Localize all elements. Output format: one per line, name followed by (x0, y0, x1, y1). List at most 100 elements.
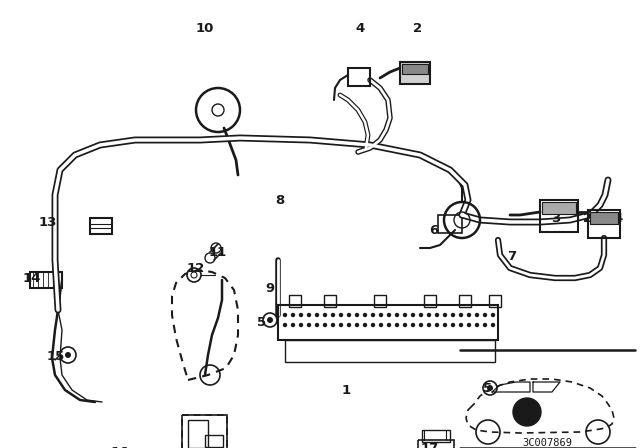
Circle shape (460, 314, 463, 316)
Circle shape (396, 314, 399, 316)
Circle shape (492, 323, 495, 327)
Circle shape (451, 323, 454, 327)
Circle shape (428, 323, 431, 327)
Circle shape (492, 314, 495, 316)
Circle shape (435, 314, 438, 316)
Text: 5: 5 (483, 382, 493, 395)
Bar (590, 212, 618, 224)
Bar (348, 68, 370, 86)
Circle shape (371, 323, 374, 327)
Circle shape (355, 314, 358, 316)
Circle shape (291, 323, 294, 327)
Circle shape (300, 323, 303, 327)
Circle shape (348, 323, 351, 327)
Bar (418, 440, 454, 448)
Circle shape (380, 323, 383, 327)
Circle shape (403, 323, 406, 327)
Bar (90, 218, 112, 234)
Circle shape (371, 314, 374, 316)
Circle shape (307, 314, 310, 316)
Text: 10: 10 (196, 22, 214, 34)
Circle shape (267, 317, 273, 323)
Text: 4: 4 (613, 211, 623, 224)
Text: 11: 11 (209, 246, 227, 258)
Bar (188, 420, 208, 448)
Text: 17: 17 (421, 441, 439, 448)
Circle shape (428, 314, 431, 316)
Circle shape (332, 323, 335, 327)
Circle shape (403, 314, 406, 316)
Circle shape (364, 323, 367, 327)
Bar (402, 64, 428, 74)
Bar (422, 430, 450, 442)
Text: 1: 1 (341, 383, 351, 396)
Bar (374, 295, 386, 307)
Bar (285, 340, 495, 362)
Circle shape (339, 323, 342, 327)
Text: 3: 3 (552, 211, 561, 224)
Bar (438, 215, 462, 233)
Text: 7: 7 (508, 250, 516, 263)
Circle shape (316, 323, 319, 327)
Circle shape (65, 352, 71, 358)
Circle shape (451, 314, 454, 316)
Circle shape (419, 323, 422, 327)
Text: 5: 5 (257, 315, 267, 328)
Text: 6: 6 (429, 224, 438, 237)
Text: 15: 15 (47, 349, 65, 362)
Text: 2: 2 (413, 22, 422, 34)
Text: 2: 2 (584, 211, 593, 224)
Text: 4: 4 (355, 22, 365, 34)
Bar (182, 415, 227, 448)
Circle shape (364, 314, 367, 316)
Bar (459, 295, 471, 307)
Text: 9: 9 (266, 281, 275, 294)
Bar (542, 202, 576, 214)
Circle shape (316, 314, 319, 316)
Circle shape (348, 314, 351, 316)
Circle shape (387, 323, 390, 327)
Bar (489, 295, 501, 307)
Bar (205, 435, 223, 447)
Bar (400, 62, 430, 84)
Circle shape (396, 323, 399, 327)
Circle shape (487, 385, 493, 391)
Bar (278, 305, 498, 340)
Circle shape (412, 323, 415, 327)
Text: 14: 14 (23, 271, 41, 284)
Circle shape (284, 323, 287, 327)
Circle shape (332, 314, 335, 316)
Circle shape (323, 314, 326, 316)
Bar (324, 295, 336, 307)
Circle shape (435, 323, 438, 327)
Circle shape (460, 323, 463, 327)
Circle shape (476, 314, 479, 316)
Text: 8: 8 (275, 194, 285, 207)
Circle shape (300, 314, 303, 316)
Circle shape (444, 314, 447, 316)
Circle shape (291, 314, 294, 316)
Text: 13: 13 (39, 215, 57, 228)
Circle shape (476, 323, 479, 327)
Circle shape (284, 314, 287, 316)
Circle shape (444, 323, 447, 327)
Bar (424, 295, 436, 307)
Circle shape (467, 314, 470, 316)
Circle shape (355, 323, 358, 327)
Circle shape (483, 314, 486, 316)
Text: 3C007869: 3C007869 (522, 438, 572, 448)
Bar (540, 200, 578, 232)
Text: 12: 12 (187, 262, 205, 275)
Bar (289, 295, 301, 307)
Bar (30, 272, 62, 288)
Circle shape (483, 323, 486, 327)
Circle shape (387, 314, 390, 316)
Circle shape (380, 314, 383, 316)
Circle shape (307, 323, 310, 327)
Circle shape (419, 314, 422, 316)
Circle shape (412, 314, 415, 316)
Bar (588, 210, 620, 238)
Circle shape (467, 323, 470, 327)
Circle shape (323, 323, 326, 327)
Text: 16: 16 (111, 445, 129, 448)
